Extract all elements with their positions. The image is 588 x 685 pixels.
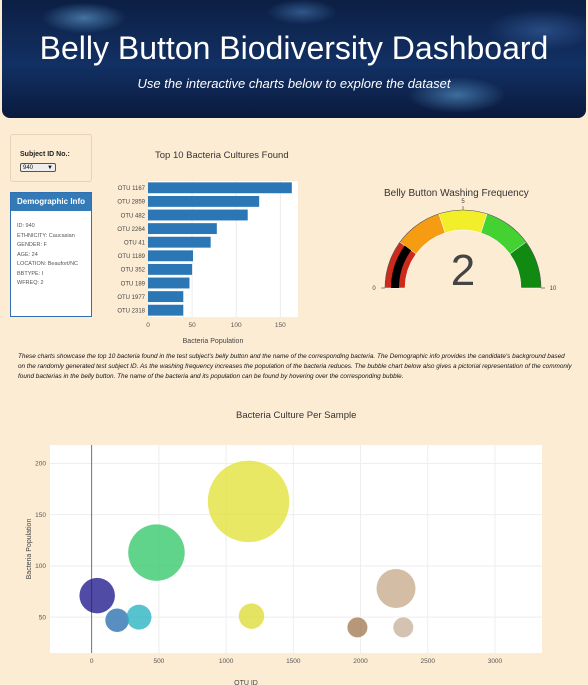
demographic-list: ID: 940 ETHNICITY: Caucasian GENDER: F A… [11, 211, 91, 288]
bubble-y-tick: 150 [35, 512, 46, 519]
demographic-title: Demographic Info [11, 193, 91, 211]
bubble-y-axis-label: Bacteria Population [26, 519, 33, 580]
demo-gender: GENDER: F [17, 242, 47, 248]
gauge-value-bar [391, 245, 412, 288]
bar-category-label: OTU 1977 [117, 295, 145, 301]
gauge-value-number: 2 [451, 246, 475, 295]
bubble-x-axis-label: OTU ID [234, 680, 258, 685]
bar-x-axis-label: Bacteria Population [183, 338, 244, 345]
bar-otu-1189 [148, 250, 193, 262]
bar-otu-1167 [148, 182, 292, 194]
bubble-otu-352 [126, 604, 152, 630]
gauge-title: Belly Button Washing Frequency [384, 188, 529, 199]
bar-x-tick: 150 [275, 322, 286, 329]
bar-chart: 0 50 100 150 OTU 1167 OTU 2859 OTU 482 OTU 2264… [117, 181, 298, 345]
bar-category-label: OTU 2318 [117, 309, 145, 315]
page-subtitle: Use the interactive charts below to expl… [137, 76, 451, 91]
bubble-y-tick: 100 [35, 563, 46, 570]
bar-category-label: OTU 1167 [118, 186, 146, 192]
bar-category-label: OTU 352 [121, 268, 146, 274]
subject-selector-panel: Subject ID No.: 940 ▼ [10, 134, 92, 182]
bar-category-label: OTU 189 [121, 281, 146, 287]
bar-otu-2264 [148, 223, 217, 235]
bubble-otu-1189 [238, 603, 265, 629]
demo-location: LOCATION: Beaufort/NC [17, 261, 79, 267]
bubble-x-tick: 3000 [488, 658, 503, 665]
demo-age: AGE: 24 [17, 251, 38, 258]
bubble-x-tick: 2500 [421, 658, 436, 665]
bubble-x-tick: 1500 [286, 658, 301, 665]
gauge-band-2 [438, 209, 488, 234]
description-text: These charts showcase the top 10 bacteri… [18, 353, 572, 380]
bubble-y-tick: 50 [39, 614, 47, 621]
bar-otu-352 [148, 263, 193, 275]
bar-category-label: OTU 2859 [117, 200, 145, 206]
demo-bbtype: BBTYPE: I [17, 270, 44, 277]
demo-ethnicity: ETHNICITY: Caucasian [17, 232, 75, 239]
bar-otu-482 [148, 209, 248, 221]
chevron-down-icon: ▼ [47, 165, 53, 171]
demo-id: ID: 940 [17, 223, 35, 229]
bar-otu-2859 [148, 195, 260, 207]
bar-category-label: OTU 482 [121, 213, 146, 219]
subject-id-label: Subject ID No.: [20, 151, 70, 158]
subject-id-select[interactable]: 940 ▼ [20, 163, 56, 172]
bar-x-tick: 100 [231, 322, 242, 329]
bar-x-tick: 0 [146, 322, 150, 329]
demographic-panel: Demographic Info ID: 940 ETHNICITY: Cauc… [10, 192, 92, 317]
bubble-x-tick: 500 [153, 658, 164, 665]
demo-wfreq: WFREQ: 2 [17, 280, 44, 286]
bubble-otu-482 [128, 524, 185, 581]
bar-chart-title: Top 10 Bacteria Cultures Found [155, 150, 289, 161]
bar-category-label: OTU 2264 [117, 227, 145, 233]
header-banner: Belly Button Biodiversity Dashboard Use … [2, 0, 586, 118]
bar-category-label: OTU 41 [124, 241, 146, 247]
gauge-tick-label: 5 [461, 199, 465, 205]
gauge-tick-label: 0 [372, 286, 376, 292]
bubble-chart-title: Bacteria Culture Per Sample [236, 410, 357, 421]
bar-category-label: OTU 1189 [118, 254, 146, 260]
bubble-otu-189 [105, 608, 129, 632]
bubble-chart: 0 500 1000 1500 2000 2500 3000 50 100 150 200 OTU I… [26, 445, 542, 685]
bar-otu-2318 [148, 304, 184, 316]
bubble-otu-2264 [376, 568, 416, 608]
bubble-x-tick: 0 [90, 658, 94, 665]
gauge-chart: 0 5 10 2 [372, 199, 557, 295]
bubble-x-tick: 1000 [219, 658, 234, 665]
bar-x-tick: 50 [189, 322, 197, 329]
bar-otu-1977 [148, 291, 184, 303]
bubble-otu-41 [79, 577, 115, 614]
bubble-y-tick: 200 [35, 461, 46, 468]
gauge-tick-label: 10 [550, 286, 557, 292]
page-title: Belly Button Biodiversity Dashboard [39, 30, 549, 66]
subject-id-value: 940 [23, 165, 34, 171]
bubble-otu-2318 [393, 617, 414, 638]
bar-otu-189 [148, 277, 190, 289]
bubble-otu-1977 [347, 617, 368, 638]
bubble-x-tick: 2000 [353, 658, 368, 665]
bubble-otu-1167 [207, 460, 290, 543]
bar-otu-41 [148, 236, 211, 248]
